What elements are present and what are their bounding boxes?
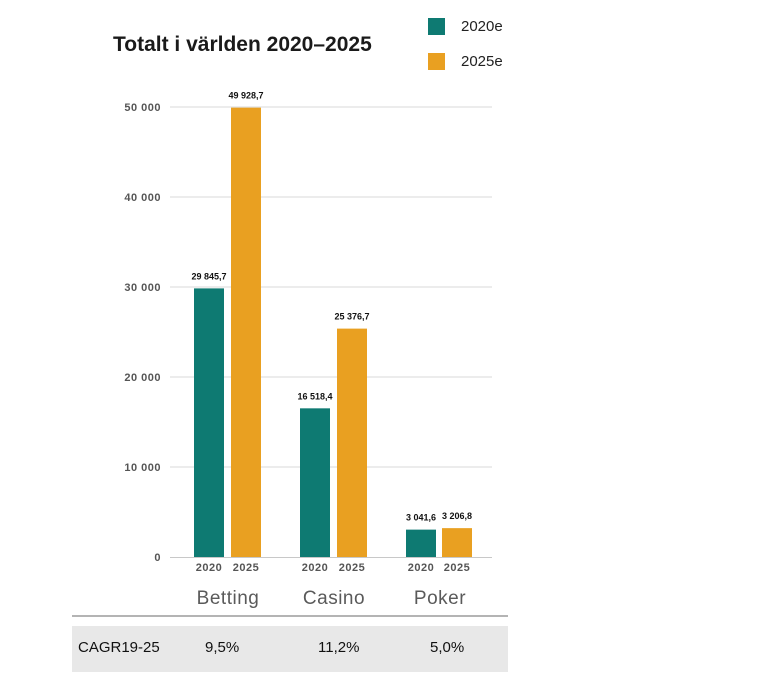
bar-value-label: 29 845,7 [191, 271, 226, 281]
x-tick-label: 2025 [339, 562, 365, 574]
y-tick-label: 30 000 [124, 282, 161, 294]
bar-value-label: 16 518,4 [297, 391, 332, 401]
x-tick-label: 2020 [302, 562, 328, 574]
cagr-table: CAGR19-25 9,5% 11,2% 5,0% [72, 615, 508, 672]
cagr-value-poker: 5,0% [430, 639, 465, 656]
bar [194, 288, 224, 557]
legend-label-2020e: 2020e [461, 18, 503, 35]
cagr-value-casino: 11,2% [318, 639, 360, 656]
x-tick-label: 2025 [444, 562, 470, 574]
bar-chart: 0 10 000 20 000 30 000 40 000 50 000 29 845,7 2… [124, 91, 492, 609]
bar [442, 528, 472, 557]
x-tick-label: 2020 [196, 562, 222, 574]
legend-item-2025e: 2025e [428, 53, 503, 70]
cagr-row: CAGR19-25 9,5% 11,2% 5,0% [72, 626, 508, 672]
x-tick-label: 2020 [408, 562, 434, 574]
group-label: Betting [197, 588, 260, 609]
legend-label-2025e: 2025e [461, 53, 503, 70]
y-tick-label: 0 [154, 552, 161, 564]
legend-swatch-2025e [428, 53, 445, 70]
y-tick-label: 40 000 [124, 192, 161, 204]
legend-item-2020e: 2020e [428, 18, 503, 35]
bar [300, 408, 330, 557]
legend-swatch-2020e [428, 18, 445, 35]
bar-value-label: 3 041,6 [406, 513, 436, 523]
bar [231, 107, 261, 558]
y-tick-label: 10 000 [124, 462, 161, 474]
cagr-row-label: CAGR19-25 [78, 639, 160, 656]
group-label: Casino [303, 588, 365, 609]
bar-value-label: 49 928,7 [228, 91, 263, 101]
bar-value-label: 25 376,7 [334, 312, 369, 322]
chart-title: Totalt i världen 2020–2025 [113, 33, 372, 56]
bar [337, 328, 367, 557]
y-tick-label: 50 000 [124, 102, 161, 114]
group-label: Poker [414, 588, 466, 609]
x-tick-label: 2025 [233, 562, 259, 574]
cagr-value-betting: 9,5% [205, 639, 240, 656]
y-tick-label: 20 000 [124, 372, 161, 384]
bar [406, 529, 436, 557]
table-divider [72, 615, 508, 617]
bar-value-label: 3 206,8 [442, 511, 472, 521]
